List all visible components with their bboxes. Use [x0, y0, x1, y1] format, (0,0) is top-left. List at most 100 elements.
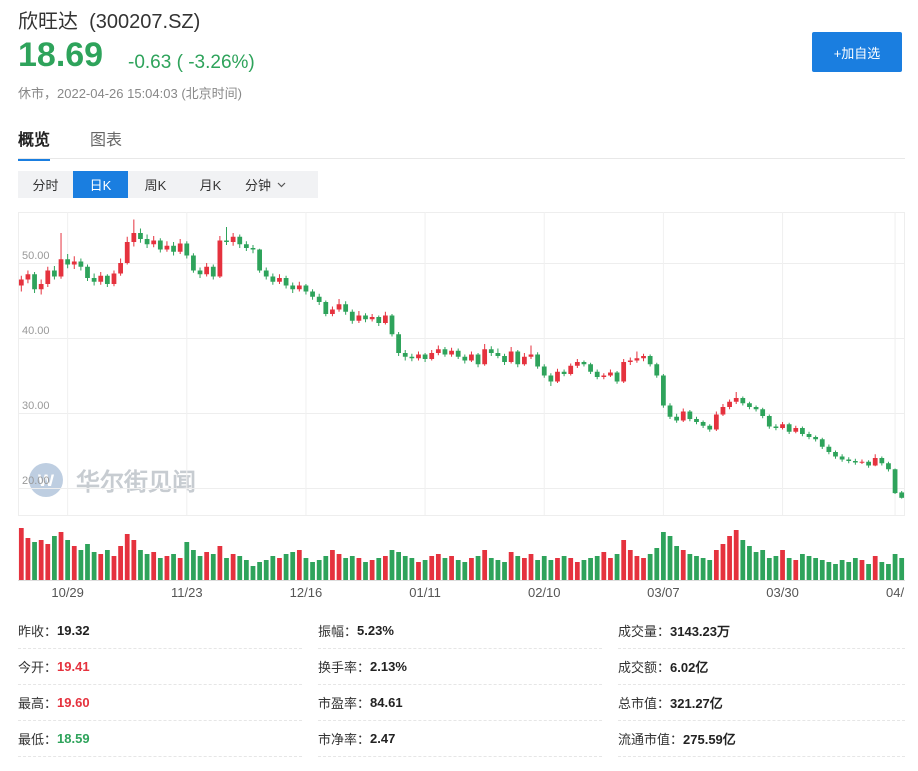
- volume-bar: [508, 552, 514, 580]
- candle-body: [654, 364, 660, 376]
- period-button[interactable]: 日K: [73, 171, 128, 198]
- stat-row: 市盈率： 84.61: [318, 684, 602, 721]
- x-tick-label: 10/29: [51, 585, 84, 600]
- volume-bar: [382, 556, 388, 580]
- candle-body: [601, 375, 607, 377]
- period-label: 周K: [144, 178, 167, 193]
- volume-bar: [164, 556, 170, 580]
- candle-body: [846, 459, 852, 461]
- volume-bar: [71, 546, 77, 580]
- candle-body: [191, 255, 196, 271]
- volume-bar: [257, 562, 262, 580]
- candle-body: [323, 302, 329, 314]
- volume-bar: [819, 560, 825, 580]
- stat-label: 市净率：: [318, 731, 371, 747]
- candle-body: [376, 317, 382, 323]
- candle-body: [773, 426, 779, 428]
- volume-bar: [667, 536, 673, 580]
- candle-body: [555, 371, 560, 382]
- volume-bar: [866, 564, 871, 580]
- candle-body: [138, 233, 143, 239]
- volume-bar: [800, 554, 805, 580]
- volume-bar: [58, 532, 64, 580]
- period-button[interactable]: 月K: [183, 171, 238, 198]
- volume-bar: [495, 560, 501, 580]
- volume-bar: [250, 566, 256, 580]
- candle-body: [899, 492, 905, 498]
- volume-bar: [455, 560, 461, 580]
- candle-body: [224, 240, 229, 242]
- watermark: W 华尔街见闻: [29, 463, 196, 497]
- volume-bar: [363, 562, 368, 580]
- candle-body: [78, 261, 84, 267]
- volume-bar: [687, 554, 693, 580]
- add-watchlist-button[interactable]: +加自选: [812, 32, 902, 72]
- volume-bar: [32, 542, 37, 580]
- volume-bar: [614, 554, 620, 580]
- candle-body: [217, 240, 223, 277]
- tab[interactable]: 图表: [90, 132, 123, 149]
- volume-bar: [310, 562, 315, 580]
- candle-body: [588, 364, 593, 372]
- candle-body: [568, 365, 574, 374]
- volume-bar: [548, 560, 554, 580]
- volume-bar: [356, 558, 362, 580]
- candle-body: [157, 240, 163, 250]
- volume-bar: [581, 560, 587, 580]
- candle-body: [449, 350, 454, 355]
- volume-bar: [124, 534, 130, 580]
- period-label: 日K: [89, 178, 112, 193]
- volume-bar: [833, 564, 838, 580]
- period-button[interactable]: 分钟: [238, 171, 293, 198]
- volume-bar: [157, 558, 163, 580]
- volume-bar: [859, 560, 865, 580]
- volume-bar: [98, 554, 104, 580]
- volume-bar: [892, 554, 898, 580]
- candle-body: [25, 274, 31, 280]
- stat-label: 最高：: [18, 695, 58, 711]
- candle-body: [813, 437, 819, 440]
- chart-frame: [18, 212, 905, 516]
- candle-body: [747, 403, 752, 407]
- candle-body: [508, 351, 514, 362]
- candle-body: [766, 416, 772, 427]
- volume-bar: [217, 546, 223, 580]
- period-selector: 分时 日K 周K 月K 分钟: [18, 171, 318, 198]
- candle-body: [839, 456, 845, 460]
- volume-bar: [813, 558, 819, 580]
- stock-code: (300207.SZ): [89, 11, 201, 33]
- candle-body: [641, 356, 646, 359]
- volume-bar: [91, 552, 97, 580]
- candle-body: [144, 239, 150, 245]
- candle-body: [793, 428, 799, 432]
- candle-body: [197, 270, 203, 275]
- stock-name: 欣旺达: [18, 11, 78, 33]
- candle-body: [886, 463, 891, 470]
- candle-body: [581, 362, 587, 365]
- candle-body: [594, 371, 600, 377]
- volume-bar: [561, 556, 567, 580]
- candle-body: [237, 236, 243, 245]
- stat-value: 2.13%: [370, 658, 407, 674]
- period-button[interactable]: 周K: [128, 171, 183, 198]
- volume-bar: [243, 560, 249, 580]
- volume-bar: [65, 540, 71, 580]
- candle-body: [422, 354, 428, 359]
- x-tick-label: 11/23: [171, 585, 203, 600]
- volume-bar: [184, 542, 190, 580]
- candle-body: [343, 304, 349, 312]
- volume-bar: [210, 554, 216, 580]
- volume-bar: [396, 552, 401, 580]
- y-tick-label: 20.00: [22, 475, 50, 487]
- tab[interactable]: 概览: [18, 126, 51, 161]
- candle-body: [184, 243, 190, 256]
- candle-body: [528, 354, 534, 357]
- tabs: 概览 图表: [18, 126, 122, 161]
- period-button[interactable]: 分时: [18, 171, 73, 198]
- volume-bar: [270, 556, 276, 580]
- volume-bar: [316, 560, 322, 580]
- stat-row: 流通市值： 275.59亿: [618, 720, 905, 757]
- volume-bar: [541, 556, 547, 580]
- volume-bar: [171, 554, 176, 580]
